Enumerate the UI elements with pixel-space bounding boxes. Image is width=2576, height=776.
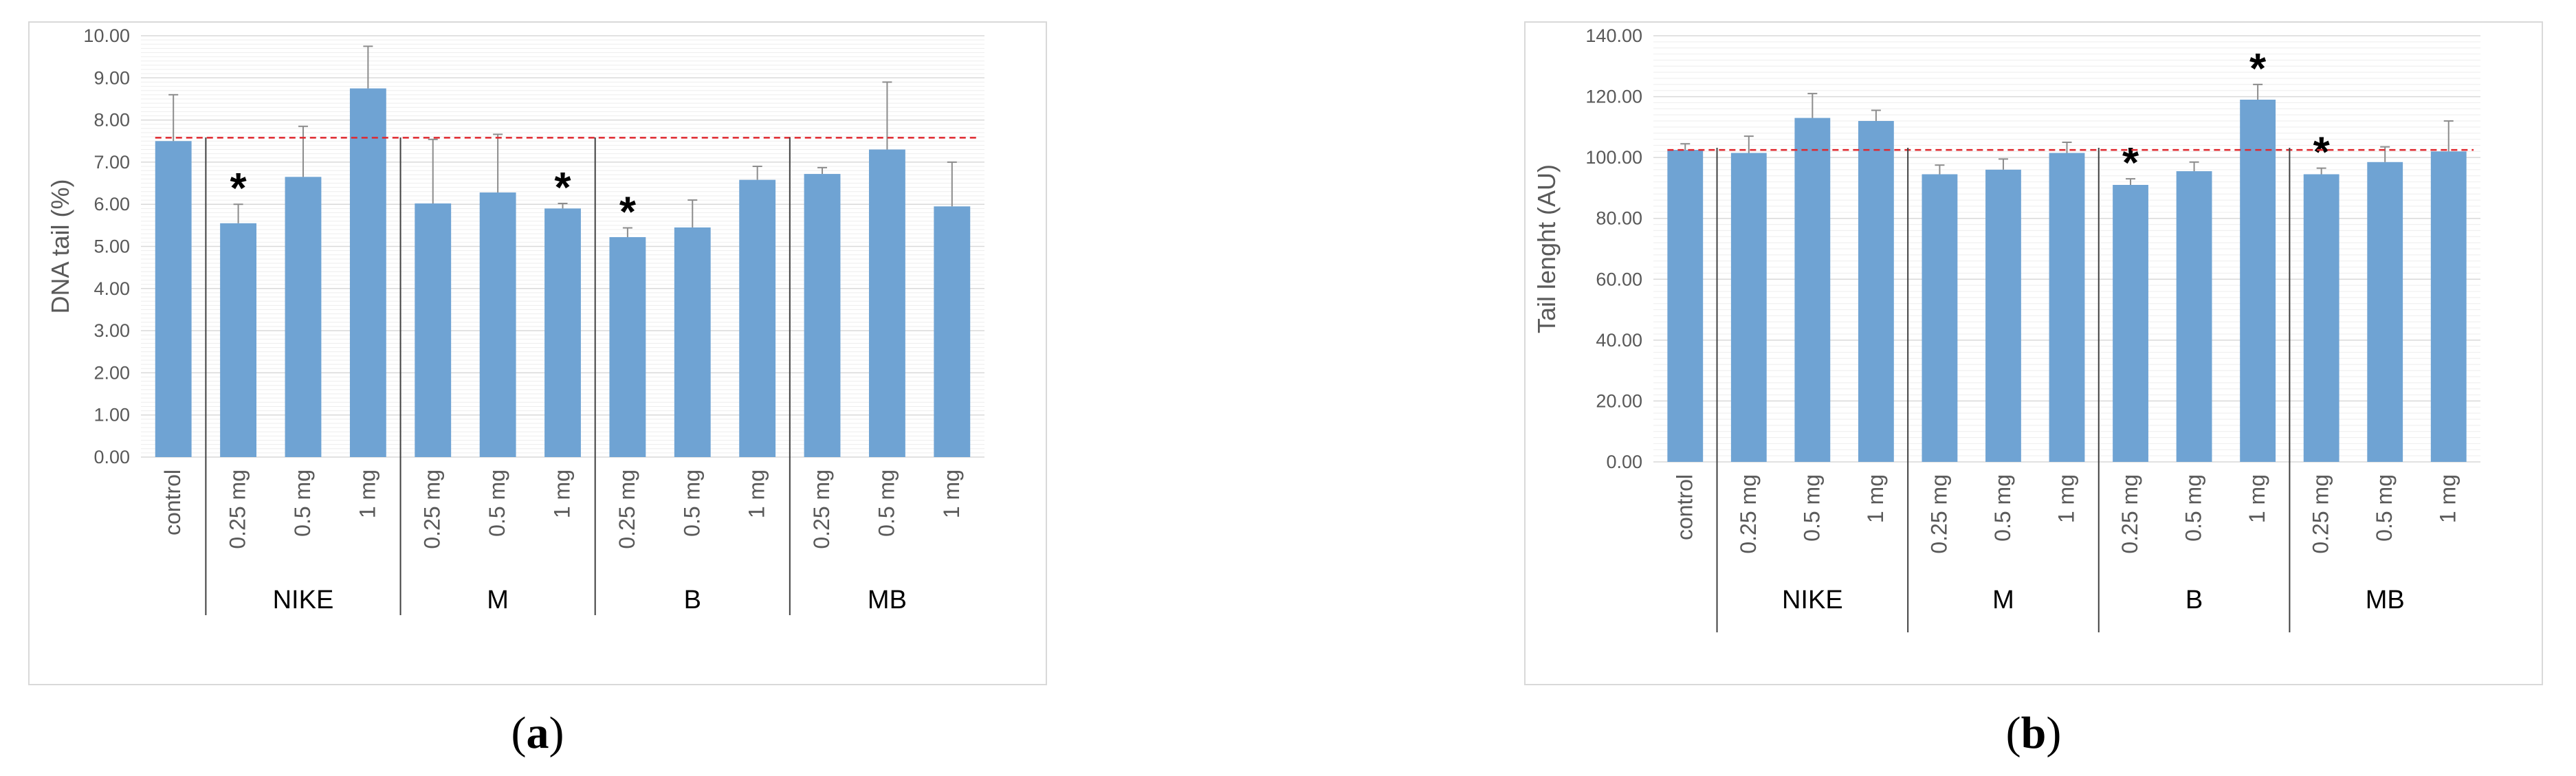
chart-b-ytick-label: 80.00 bbox=[1596, 208, 1642, 229]
chart-a-bar bbox=[415, 203, 452, 457]
chart-a-bar bbox=[349, 88, 386, 457]
chart-b-xtick-label: 0.5 mg bbox=[2372, 474, 2397, 542]
chart-b-xtick-label: 0.5 mg bbox=[1990, 474, 2015, 542]
chart-b-significance-marker: * bbox=[2122, 140, 2139, 187]
chart-b-xtick-label: 1 mg bbox=[2054, 474, 2079, 523]
chart-b-ytick-label: 20.00 bbox=[1596, 390, 1642, 411]
chart-b-group-label: M bbox=[1992, 586, 2014, 614]
chart-b-xtick-label: 0.5 mg bbox=[2181, 474, 2206, 542]
chart-a-bar bbox=[934, 206, 971, 457]
chart-b-xtick-label: 0.5 mg bbox=[1799, 474, 1824, 542]
chart-a-xtick-label: 0.5 mg bbox=[290, 469, 315, 537]
chart-a-bar bbox=[674, 227, 711, 457]
panel-label-b: (b) bbox=[2006, 708, 2062, 758]
chart-b-xtick-label: 0.25 mg bbox=[2309, 474, 2333, 554]
chart-a-group-label: M bbox=[487, 586, 509, 614]
chart-a-ytick-label: 3.00 bbox=[93, 320, 130, 341]
chart-a-xtick-label: 0.25 mg bbox=[809, 469, 834, 549]
chart-b-ytick-label: 0.00 bbox=[1606, 452, 1642, 472]
chart-a-xtick-label: 0.25 mg bbox=[615, 469, 639, 549]
chart-b-ytick-label: 100.00 bbox=[1585, 147, 1642, 168]
chart-a-ytick-label: 4.00 bbox=[93, 278, 130, 299]
chart-b-bar bbox=[2303, 174, 2340, 462]
chart-a-xtick-label: 0.25 mg bbox=[225, 469, 250, 549]
chart-b-bar bbox=[1985, 169, 2021, 462]
chart-b-bar bbox=[2176, 171, 2212, 463]
chart-a-ytick-label: 2.00 bbox=[93, 362, 130, 383]
chart-a-xtick-label: 1 mg bbox=[745, 469, 769, 518]
chart-a: 0.00 1.00 2.00 3.00 4.00 5.00 6.00 7.00 8.00 9.00… bbox=[46, 25, 984, 615]
chart-a-group-label: B bbox=[684, 586, 701, 614]
panel-a-close: ) bbox=[549, 708, 564, 758]
chart-b-bar bbox=[2240, 100, 2276, 462]
chart-b-significance-marker: * bbox=[2313, 129, 2331, 177]
chart-a-xtick-label: 0.5 mg bbox=[485, 469, 509, 537]
chart-b-xtick-label: 0.25 mg bbox=[2117, 474, 2142, 554]
chart-b-xtick-label: 1 mg bbox=[2245, 474, 2269, 523]
chart-b-bar bbox=[1922, 174, 1958, 462]
chart-b-group-label: NIKE bbox=[1782, 586, 1843, 614]
chart-a-bar bbox=[804, 174, 841, 457]
chart-a-ylabel: DNA tail (%) bbox=[46, 179, 74, 313]
chart-a-xtick-label: 0.25 mg bbox=[420, 469, 445, 549]
chart-b-xtick-label: 1 mg bbox=[1863, 474, 1888, 523]
chart-a-ytick-label: 9.00 bbox=[93, 67, 130, 88]
chart-b-ytick-label: 40.00 bbox=[1596, 330, 1642, 351]
chart-b-ytick-label: 140.00 bbox=[1585, 25, 1642, 46]
chart-a-xtick-label: control bbox=[160, 469, 185, 535]
chart-a-bar bbox=[479, 192, 516, 457]
chart-a-bar bbox=[609, 237, 646, 457]
chart-a-bar bbox=[155, 141, 192, 457]
chart-b-ylabel: Tail lenght (AU) bbox=[1532, 164, 1561, 333]
panel-a-letter: a bbox=[527, 708, 549, 758]
chart-a-significance-marker: * bbox=[619, 189, 637, 236]
panel-b-close: ) bbox=[2046, 708, 2061, 758]
chart-a-xtick-label: 1 mg bbox=[939, 469, 964, 518]
chart-a-ytick-label: 0.00 bbox=[93, 447, 130, 467]
panel-label-a: (a) bbox=[511, 708, 564, 758]
chart-a-xtick-label: 1 mg bbox=[355, 469, 379, 518]
chart-a-significance-marker: * bbox=[230, 165, 247, 212]
chart-b-bar bbox=[1794, 118, 1831, 463]
chart-a-bar bbox=[739, 179, 776, 457]
chart-a-ytick-label: 5.00 bbox=[93, 236, 130, 257]
chart-b-bar bbox=[1858, 121, 1894, 462]
chart-a-ytick-label: 6.00 bbox=[93, 194, 130, 214]
chart-a-bar bbox=[544, 208, 581, 457]
chart-b-group-label: B bbox=[2186, 586, 2203, 614]
chart-a-bar bbox=[285, 177, 322, 457]
chart-a-group-label: MB bbox=[868, 586, 907, 614]
chart-b-ytick-label: 120.00 bbox=[1585, 87, 1642, 107]
chart-b-bar bbox=[2367, 162, 2403, 463]
chart-a-ytick-label: 7.00 bbox=[93, 152, 130, 173]
chart-a-xtick-label: 0.5 mg bbox=[874, 469, 899, 537]
chart-b-xtick-label: 0.25 mg bbox=[1926, 474, 1951, 554]
chart-b-xtick-label: control bbox=[1672, 474, 1697, 540]
chart-a-ytick-label: 10.00 bbox=[83, 25, 130, 46]
chart-b-bar bbox=[2049, 153, 2085, 462]
chart-b-bar bbox=[2430, 151, 2467, 463]
chart-b-xtick-label: 1 mg bbox=[2436, 474, 2461, 523]
chart-a-bar bbox=[220, 223, 257, 457]
chart-a-ytick-label: 8.00 bbox=[93, 110, 130, 131]
panel-b-letter: b bbox=[2021, 708, 2047, 758]
chart-b-xtick-label: 0.25 mg bbox=[1736, 474, 1761, 554]
panel-a-open: ( bbox=[511, 708, 527, 758]
chart-b-significance-marker: * bbox=[2249, 45, 2267, 93]
chart-a-xtick-label: 0.5 mg bbox=[679, 469, 704, 537]
chart-a-xtick-label: 1 mg bbox=[550, 469, 575, 518]
chart-b-bar bbox=[2113, 185, 2148, 462]
chart-b: 0.00 20.00 40.00 60.00 80.00 100.00 120.00 140.… bbox=[1532, 25, 2480, 632]
chart-b-group-label: MB bbox=[2366, 586, 2405, 614]
chart-b-ytick-label: 60.00 bbox=[1596, 269, 1642, 289]
chart-a-bar bbox=[868, 149, 905, 457]
chart-b-bar bbox=[1667, 150, 1704, 463]
chart-b-bar bbox=[1730, 153, 1767, 462]
chart-a-significance-marker: * bbox=[554, 164, 571, 212]
chart-a-group-label: NIKE bbox=[273, 586, 334, 614]
panel-b-open: ( bbox=[2006, 708, 2021, 758]
chart-a-ytick-label: 1.00 bbox=[93, 405, 130, 425]
